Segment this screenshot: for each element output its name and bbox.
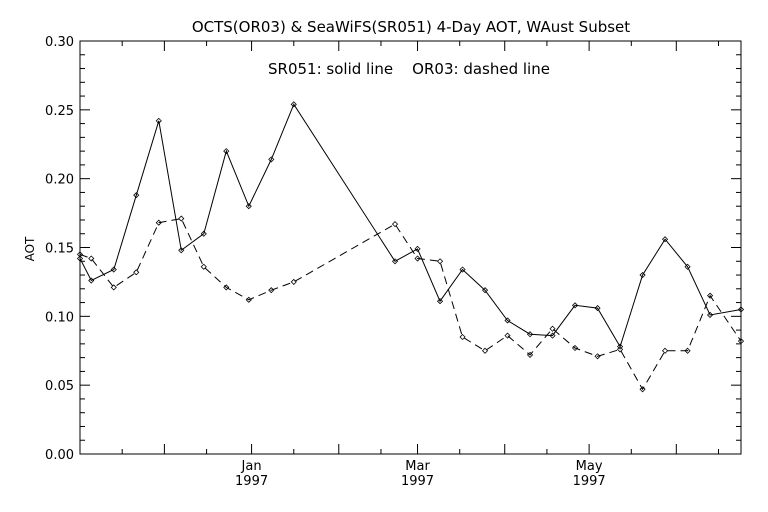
chart-title: OCTS(OR03) & SeaWiFS(SR051) 4-Day AOT, W… bbox=[192, 18, 630, 36]
data-point-or03 bbox=[178, 215, 185, 222]
x-tick-label-month: Jan bbox=[241, 459, 262, 474]
data-point-or03 bbox=[459, 333, 466, 341]
data-point-or03 bbox=[88, 255, 95, 262]
data-point-or03 bbox=[616, 346, 624, 353]
data-point-sr051 bbox=[223, 148, 230, 155]
data-point-sr051 bbox=[110, 266, 117, 273]
data-point-sr051 bbox=[684, 263, 691, 270]
data-point-or03 bbox=[223, 284, 230, 291]
data-point-or03 bbox=[290, 278, 297, 285]
data-point-or03 bbox=[245, 296, 252, 303]
series-line-or03 bbox=[79, 218, 742, 391]
data-point-sr051 bbox=[526, 331, 534, 338]
x-tick-label-year: 1997 bbox=[573, 474, 606, 489]
data-point-sr051 bbox=[639, 271, 646, 279]
data-point-sr051 bbox=[290, 101, 297, 108]
data-point-or03 bbox=[684, 347, 691, 354]
data-point-sr051 bbox=[245, 203, 252, 210]
data-point-sr051 bbox=[268, 156, 275, 163]
data-point-or03 bbox=[504, 332, 511, 339]
data-point-or03 bbox=[268, 287, 275, 294]
data-point-sr051 bbox=[706, 311, 714, 319]
data-point-or03 bbox=[155, 219, 162, 226]
y-axis-label: AOT bbox=[23, 236, 37, 261]
data-point-sr051 bbox=[436, 298, 444, 305]
data-point-or03 bbox=[436, 258, 444, 265]
data-point-sr051 bbox=[459, 266, 466, 273]
y-tick-label: 0.20 bbox=[45, 173, 74, 188]
data-point-or03 bbox=[133, 269, 140, 276]
x-tick-label-month: Mar bbox=[405, 459, 430, 474]
series-line-sr051 bbox=[79, 103, 742, 348]
data-point-sr051 bbox=[616, 343, 624, 350]
data-point-sr051 bbox=[155, 117, 162, 124]
data-point-sr051 bbox=[200, 230, 207, 237]
x-tick-label-month: May bbox=[576, 459, 603, 474]
data-point-or03 bbox=[706, 292, 714, 299]
series-layer bbox=[76, 101, 745, 393]
data-point-sr051 bbox=[661, 236, 669, 243]
data-point-sr051 bbox=[88, 277, 95, 284]
data-point-sr051 bbox=[76, 255, 84, 262]
y-tick-label: 0.30 bbox=[45, 35, 74, 50]
data-point-or03 bbox=[414, 255, 421, 262]
data-point-or03 bbox=[737, 338, 745, 345]
data-point-sr051 bbox=[481, 287, 489, 294]
data-point-sr051 bbox=[571, 302, 579, 309]
y-tick-label: 0.15 bbox=[45, 242, 74, 257]
chart-annotation: SR051: solid line OR03: dashed line bbox=[268, 60, 550, 78]
y-tick-label: 0.05 bbox=[45, 379, 74, 394]
data-point-or03 bbox=[200, 263, 207, 270]
x-tick-label-year: 1997 bbox=[401, 474, 434, 489]
y-tick-label: 0.10 bbox=[45, 310, 74, 325]
data-point-or03 bbox=[639, 386, 646, 393]
data-point-or03 bbox=[110, 284, 117, 291]
data-point-or03 bbox=[571, 344, 579, 352]
data-point-sr051 bbox=[178, 247, 185, 254]
data-point-or03 bbox=[661, 347, 669, 354]
data-point-sr051 bbox=[391, 258, 399, 265]
data-point-or03 bbox=[391, 221, 399, 228]
data-point-sr051 bbox=[737, 306, 745, 313]
data-point-or03 bbox=[76, 251, 84, 258]
data-point-or03 bbox=[481, 347, 489, 354]
data-point-or03 bbox=[594, 353, 601, 360]
y-tick-label: 0.00 bbox=[45, 448, 74, 463]
data-point-sr051 bbox=[414, 245, 421, 252]
data-point-sr051 bbox=[549, 332, 556, 339]
data-point-sr051 bbox=[504, 317, 511, 324]
data-point-or03 bbox=[549, 325, 556, 332]
y-tick-label: 0.25 bbox=[45, 104, 74, 119]
y-axis: 0.00 0.05 0.10 0.15 0.20 0.25 0.30 bbox=[45, 35, 741, 463]
data-point-sr051 bbox=[594, 305, 601, 312]
x-tick-label-year: 1997 bbox=[235, 474, 268, 489]
data-point-or03 bbox=[526, 351, 534, 358]
data-point-sr051 bbox=[133, 192, 140, 199]
